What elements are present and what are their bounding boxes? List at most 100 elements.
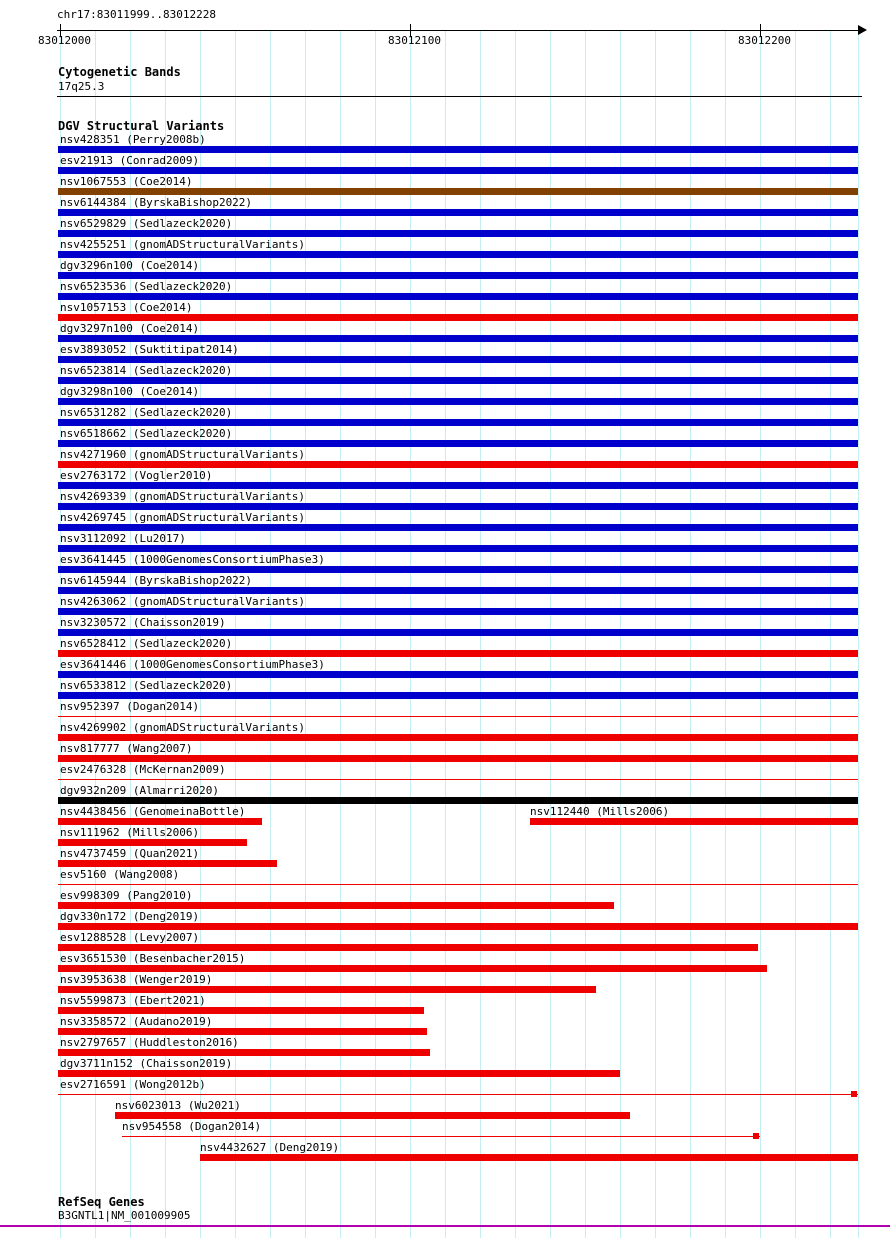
variant-label[interactable]: esv2476328 (McKernan2009)	[60, 763, 226, 776]
variant-label[interactable]: nsv112440 (Mills2006)	[530, 805, 670, 818]
variant-label[interactable]: esv998309 (Pang2010)	[60, 889, 193, 902]
variant-label[interactable]: esv21913 (Conrad2009)	[60, 154, 200, 167]
variant-label[interactable]: nsv952397 (Dogan2014)	[60, 700, 200, 713]
variant-bar[interactable]	[58, 1094, 858, 1095]
variant-bar[interactable]	[58, 209, 858, 216]
variant-label[interactable]: nsv428351 (Perry2008b)	[60, 133, 206, 146]
variant-bar[interactable]	[58, 692, 858, 699]
variant-end-marker[interactable]	[851, 1091, 857, 1097]
variant-bar[interactable]	[58, 188, 858, 195]
variant-label[interactable]: nsv6145944 (ByrskaBishop2022)	[60, 574, 253, 587]
variant-label[interactable]: nsv4432627 (Deng2019)	[200, 1141, 340, 1154]
variant-bar[interactable]	[115, 1112, 630, 1119]
variant-bar[interactable]	[58, 839, 247, 846]
variant-label[interactable]: dgv932n209 (Almarri2020)	[60, 784, 219, 797]
variant-label[interactable]: nsv4269339 (gnomADStructuralVariants)	[60, 490, 306, 503]
variant-bar[interactable]	[58, 923, 858, 930]
variant-label[interactable]: nsv6528412 (Sedlazeck2020)	[60, 637, 233, 650]
variant-label[interactable]: dgv3711n152 (Chaisson2019)	[60, 1057, 233, 1070]
variant-bar[interactable]	[58, 1028, 427, 1035]
variant-label[interactable]: nsv4269902 (gnomADStructuralVariants)	[60, 721, 306, 734]
variant-bar[interactable]	[58, 1007, 424, 1014]
variant-label[interactable]: nsv3953638 (Wenger2019)	[60, 973, 213, 986]
variant-bar[interactable]	[58, 167, 858, 174]
variant-bar[interactable]	[58, 419, 858, 426]
variant-label[interactable]: esv3641446 (1000GenomesConsortiumPhase3)	[60, 658, 325, 671]
variant-bar[interactable]	[58, 377, 858, 384]
variant-label[interactable]: dgv3296n100 (Coe2014)	[60, 259, 200, 272]
variant-bar[interactable]	[58, 272, 858, 279]
variant-label[interactable]: nsv4255251 (gnomADStructuralVariants)	[60, 238, 306, 251]
variant-bar[interactable]	[58, 230, 858, 237]
variant-bar[interactable]	[58, 251, 858, 258]
variant-bar[interactable]	[58, 902, 614, 909]
variant-label[interactable]: esv2716591 (Wong2012b)	[60, 1078, 206, 1091]
variant-label[interactable]: nsv4269745 (gnomADStructuralVariants)	[60, 511, 306, 524]
variant-bar[interactable]	[58, 797, 858, 804]
variant-bar[interactable]	[58, 314, 858, 321]
variant-bar[interactable]	[58, 629, 858, 636]
variant-label[interactable]: esv3641445 (1000GenomesConsortiumPhase3)	[60, 553, 325, 566]
refseq-gene-label[interactable]: B3GNTL1|NM_001009905	[58, 1209, 191, 1222]
cytogenetic-band-label[interactable]: 17q25.3	[58, 80, 105, 93]
variant-bar[interactable]	[58, 779, 858, 780]
variant-label[interactable]: nsv6023013 (Wu2021)	[115, 1099, 241, 1112]
variant-label[interactable]: dgv3297n100 (Coe2014)	[60, 322, 200, 335]
variant-label[interactable]: dgv3298n100 (Coe2014)	[60, 385, 200, 398]
variant-label[interactable]: nsv4263062 (gnomADStructuralVariants)	[60, 595, 306, 608]
variant-label[interactable]: nsv817777 (Wang2007)	[60, 742, 193, 755]
variant-label[interactable]: nsv6533812 (Sedlazeck2020)	[60, 679, 233, 692]
variant-bar[interactable]	[58, 440, 858, 447]
variant-label[interactable]: nsv6531282 (Sedlazeck2020)	[60, 406, 233, 419]
refseq-gene-line[interactable]	[0, 1225, 890, 1227]
variant-end-marker[interactable]	[753, 1133, 759, 1139]
variant-bar[interactable]	[58, 398, 858, 405]
variant-bar[interactable]	[58, 1049, 430, 1056]
variant-bar[interactable]	[58, 566, 858, 573]
variant-label[interactable]: esv3893052 (Suktitipat2014)	[60, 343, 239, 356]
variant-label[interactable]: nsv6529829 (Sedlazeck2020)	[60, 217, 233, 230]
variant-label[interactable]: esv3651530 (Besenbacher2015)	[60, 952, 246, 965]
variant-bar[interactable]	[58, 482, 858, 489]
variant-label[interactable]: nsv6523536 (Sedlazeck2020)	[60, 280, 233, 293]
variant-bar[interactable]	[58, 356, 858, 363]
variant-bar[interactable]	[58, 734, 858, 741]
variant-label[interactable]: nsv1067553 (Coe2014)	[60, 175, 193, 188]
variant-bar[interactable]	[58, 335, 858, 342]
variant-bar[interactable]	[58, 650, 858, 657]
variant-label[interactable]: dgv330n172 (Deng2019)	[60, 910, 200, 923]
variant-bar[interactable]	[58, 884, 858, 885]
variant-label[interactable]: esv5160 (Wang2008)	[60, 868, 180, 881]
variant-bar[interactable]	[58, 146, 858, 153]
variant-bar[interactable]	[58, 716, 858, 717]
variant-label[interactable]: esv2763172 (Vogler2010)	[60, 469, 213, 482]
variant-label[interactable]: esv1288528 (Levy2007)	[60, 931, 200, 944]
variant-bar[interactable]	[530, 818, 858, 825]
variant-label[interactable]: nsv111962 (Mills2006)	[60, 826, 200, 839]
variant-label[interactable]: nsv2797657 (Huddleston2016)	[60, 1036, 239, 1049]
variant-label[interactable]: nsv6144384 (ByrskaBishop2022)	[60, 196, 253, 209]
variant-bar[interactable]	[58, 503, 858, 510]
variant-label[interactable]: nsv6518662 (Sedlazeck2020)	[60, 427, 233, 440]
variant-bar[interactable]	[58, 293, 858, 300]
variant-bar[interactable]	[58, 755, 858, 762]
variant-label[interactable]: nsv3230572 (Chaisson2019)	[60, 616, 226, 629]
variant-label[interactable]: nsv4271960 (gnomADStructuralVariants)	[60, 448, 306, 461]
variant-label[interactable]: nsv954558 (Dogan2014)	[122, 1120, 262, 1133]
variant-label[interactable]: nsv5599873 (Ebert2021)	[60, 994, 206, 1007]
variant-bar[interactable]	[122, 1136, 760, 1137]
variant-label[interactable]: nsv3358572 (Audano2019)	[60, 1015, 213, 1028]
variant-bar[interactable]	[58, 986, 596, 993]
variant-bar[interactable]	[200, 1154, 858, 1161]
variant-bar[interactable]	[58, 608, 858, 615]
variant-label[interactable]: nsv4737459 (Quan2021)	[60, 847, 200, 860]
variant-bar[interactable]	[58, 461, 858, 468]
variant-bar[interactable]	[58, 1070, 620, 1077]
variant-bar[interactable]	[58, 545, 858, 552]
variant-label[interactable]: nsv3112092 (Lu2017)	[60, 532, 186, 545]
variant-bar[interactable]	[58, 944, 758, 951]
variant-label[interactable]: nsv1057153 (Coe2014)	[60, 301, 193, 314]
variant-bar[interactable]	[58, 524, 858, 531]
variant-bar[interactable]	[58, 587, 858, 594]
variant-label[interactable]: nsv4438456 (GenomeinaBottle)	[60, 805, 246, 818]
